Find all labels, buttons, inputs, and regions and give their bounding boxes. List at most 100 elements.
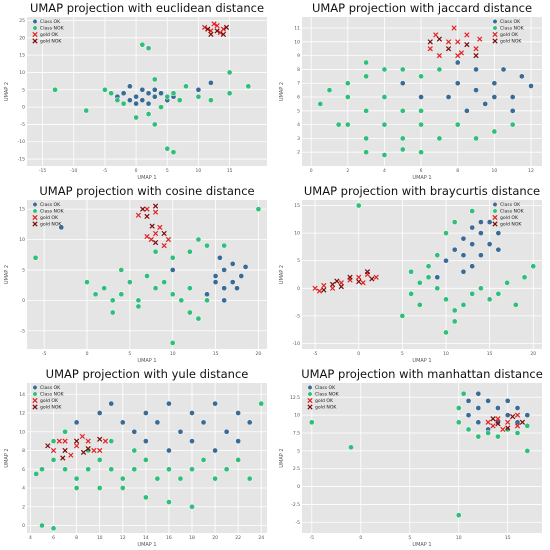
point-class-nok — [460, 390, 467, 397]
legend-marker-class-ok — [32, 385, 38, 390]
legend-label: Class NOK — [40, 392, 65, 398]
x-tick-label: 20 — [256, 351, 262, 357]
y-tick-label: 8 — [22, 448, 25, 454]
point-class-ok — [399, 80, 406, 87]
chart-title: UMAP projection with jaccard distance — [312, 1, 532, 15]
point-class-ok — [473, 87, 479, 93]
point-class-nok — [164, 93, 171, 100]
point-class-nok — [355, 202, 362, 209]
point-class-nok — [169, 340, 176, 346]
point-class-nok — [408, 268, 414, 275]
point-class-nok — [486, 296, 493, 303]
point-gold-ok — [157, 224, 163, 230]
point-class-nok — [485, 430, 491, 436]
point-class-ok — [246, 419, 253, 426]
point-class-ok — [235, 410, 242, 416]
point-class-nok — [177, 475, 184, 482]
point-class-nok — [39, 522, 45, 529]
chart-title: UMAP projection with braycurtis distance — [304, 184, 540, 198]
point-class-ok — [518, 73, 525, 80]
point-class-ok — [434, 274, 441, 281]
y-tick-label: -15 — [18, 157, 25, 163]
chart-yule: UMAP projection with yule distance 4 6 8 10 1… — [4, 367, 267, 548]
point-gold-nok — [509, 413, 516, 420]
point-class-nok — [521, 274, 528, 281]
point-class-nok — [170, 149, 177, 155]
point-class-nok — [161, 279, 167, 285]
point-class-nok — [235, 457, 242, 463]
chart-cosine: UMAP projection with cosine distance -5 0 5… — [4, 184, 267, 364]
y-tick-label: -10 — [293, 341, 300, 347]
x-tick-label: 22 — [235, 535, 241, 541]
point-class-nok — [85, 466, 92, 473]
point-class-ok — [504, 412, 511, 418]
point-class-ok — [119, 419, 126, 426]
point-class-ok — [212, 447, 218, 454]
y-tick-label: 0 — [22, 105, 25, 111]
point-class-ok — [464, 107, 470, 114]
y-tick-label: 5 — [22, 267, 25, 273]
legend-label: gold NOK — [500, 39, 522, 45]
point-gold-nok — [214, 28, 220, 34]
point-gold-ok — [85, 438, 91, 444]
point-class-nok — [195, 315, 202, 322]
legend-label: gold OK — [40, 215, 59, 221]
y-axis-label: UMAP 2 — [4, 448, 10, 467]
points-layer — [52, 21, 252, 155]
y-tick-label: 20 — [19, 35, 25, 41]
point-class-nok — [33, 471, 40, 477]
legend-label: gold OK — [500, 32, 519, 38]
y-tick-label: -5 — [296, 520, 301, 526]
x-tick-label: 2 — [346, 168, 349, 174]
y-tick-label: 4 — [297, 122, 300, 128]
point-gold-ok — [473, 46, 479, 52]
legend-marker-gold-ok — [32, 214, 38, 221]
legend-marker-gold-nok — [492, 38, 498, 44]
x-tick-label: 20 — [212, 535, 218, 541]
point-class-ok — [454, 80, 461, 87]
x-tick-label: 8 — [75, 535, 78, 541]
point-class-ok — [509, 94, 516, 100]
legend-label: gold OK — [315, 398, 334, 404]
chart-title: UMAP projection with cosine distance — [39, 184, 254, 198]
point-class-ok — [177, 428, 184, 435]
point-class-nok — [145, 45, 152, 52]
point-class-ok — [204, 291, 210, 298]
legend-marker-gold-nok — [307, 404, 313, 410]
x-tick-label: 10 — [97, 535, 103, 541]
point-gold-nok — [505, 425, 511, 431]
y-tick-label: -10 — [18, 139, 25, 145]
point-class-nok — [530, 263, 537, 270]
point-class-nok — [119, 475, 126, 482]
point-class-ok — [223, 428, 230, 435]
x-axis-label: UMAP 1 — [137, 542, 156, 548]
point-class-ok — [235, 438, 242, 444]
point-class-ok — [495, 419, 501, 426]
point-gold-nok — [495, 421, 501, 427]
point-class-nok — [120, 100, 127, 107]
point-gold-ok — [373, 274, 379, 280]
point-class-ok — [491, 80, 498, 87]
points-layer — [308, 390, 531, 518]
point-class-ok — [443, 257, 449, 264]
point-gold-ok — [79, 433, 86, 440]
x-tick-label: 14 — [143, 535, 149, 541]
point-class-nok — [335, 121, 342, 128]
point-class-nok — [469, 290, 476, 297]
point-class-nok — [212, 475, 218, 482]
point-class-nok — [108, 466, 115, 473]
point-class-ok — [478, 219, 484, 225]
y-tick-label: 10 — [294, 231, 300, 237]
point-class-ok — [460, 235, 467, 242]
point-gold-ok — [102, 438, 109, 444]
point-class-nok — [200, 457, 207, 463]
point-class-nok — [131, 466, 138, 473]
point-class-ok — [189, 438, 195, 444]
x-tick-label: 4 — [383, 168, 386, 174]
point-class-nok — [135, 297, 142, 304]
legend-marker-class-ok — [307, 385, 313, 390]
point-class-nok — [418, 107, 424, 114]
point-gold-ok — [217, 29, 223, 36]
